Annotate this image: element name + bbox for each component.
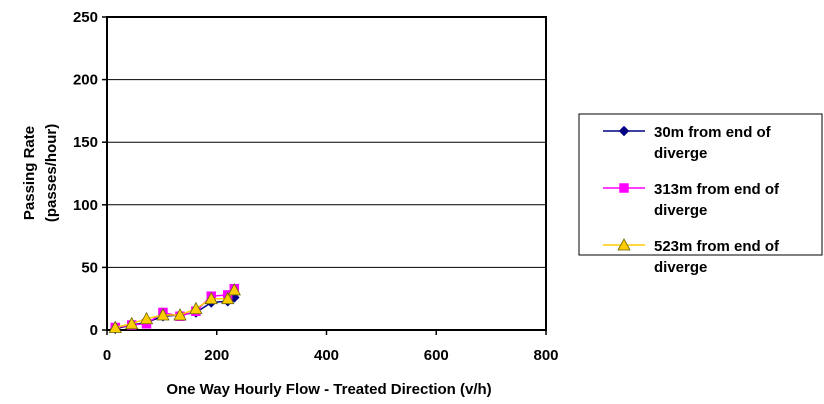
x-axis-title: One Way Hourly Flow - Treated Direction …	[166, 381, 491, 398]
data-point	[156, 308, 170, 321]
y-tick-label: 150	[73, 134, 98, 151]
legend-label-line1: 313m from end of	[654, 181, 780, 198]
x-tick-label: 600	[424, 347, 449, 364]
data-point	[108, 320, 122, 333]
legend-label-line2: diverge	[654, 259, 707, 276]
y-axis-title: Passing Rate (passes/hour)	[21, 124, 60, 222]
x-tick-label: 0	[103, 347, 111, 364]
legend-swatch-marker	[619, 183, 629, 193]
legend-label-line1: 523m from end of	[654, 238, 780, 255]
data-point	[189, 301, 203, 315]
y-tick-label: 0	[90, 322, 98, 339]
legend-swatch-marker	[617, 238, 631, 251]
y-axis-title-line2: (passes/hour)	[43, 124, 60, 222]
y-tick-label: 200	[73, 72, 98, 89]
plot-area	[106, 16, 547, 331]
data-point	[227, 283, 241, 296]
legend-item-2: 313m from end of diverge	[603, 181, 780, 219]
legend-label-line1: 30m from end of	[654, 124, 772, 141]
y-axis-title-line1: Passing Rate	[21, 126, 38, 220]
y-tick-labels: 0 50 100 150 200 250	[73, 9, 98, 339]
data-point	[221, 291, 235, 305]
data-point	[139, 311, 154, 325]
x-tick-labels: 0 200 400 600 800	[103, 347, 559, 364]
series-layer	[108, 283, 241, 335]
gridlines	[107, 79, 546, 268]
legend-item-1: 30m from end of diverge	[603, 124, 772, 162]
y-tick-label: 50	[81, 259, 98, 276]
legend-label-line2: diverge	[654, 145, 707, 162]
x-tick-label: 200	[204, 347, 229, 364]
legend-item-3: 523m from end of diverge	[603, 238, 780, 276]
data-point	[173, 308, 187, 321]
x-tick-label: 800	[533, 347, 558, 364]
data-point	[125, 316, 139, 330]
y-tick-label: 100	[73, 197, 98, 214]
y-tick-label: 250	[73, 9, 98, 26]
axis-ticks	[102, 16, 547, 335]
x-tick-label: 400	[314, 347, 339, 364]
legend-swatch-marker	[618, 125, 630, 137]
series-3	[108, 283, 241, 333]
data-point	[204, 291, 218, 305]
legend: 30m from end of diverge 313m from end of di…	[603, 124, 780, 276]
legend-label-line2: diverge	[654, 202, 707, 219]
